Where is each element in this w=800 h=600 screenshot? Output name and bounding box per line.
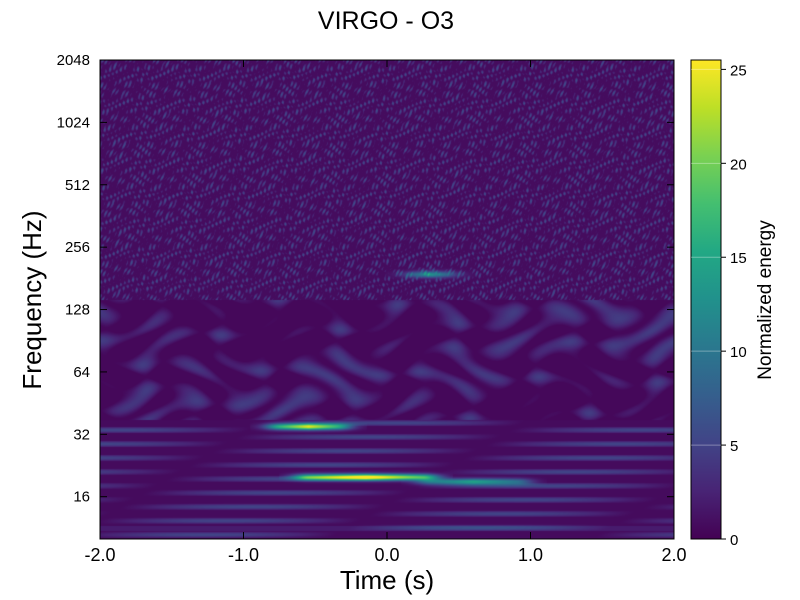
colorbar-tick-label: 25 <box>730 62 747 79</box>
y-tick-label: 128 <box>65 302 90 319</box>
colorbar-ticks: 0 5 10 15 20 25 <box>691 62 747 549</box>
x-axis-ticks: -2.0 -1.0 0.0 1.0 2.0 <box>84 60 687 565</box>
x-tick-label: -1.0 <box>228 545 259 565</box>
x-tick-label: 2.0 <box>661 545 686 565</box>
chart-title: VIRGO - O3 <box>318 7 454 35</box>
x-tick-label: 1.0 <box>518 545 543 565</box>
colorbar-tick-label: 20 <box>730 156 747 173</box>
colorbar-tick-label: 0 <box>730 532 738 549</box>
y-tick-label: 16 <box>73 489 90 506</box>
y-axis-label: Frequency (Hz) <box>17 210 47 389</box>
colorbar-label: Normalized energy <box>755 220 776 380</box>
colorbar-tick-label: 5 <box>730 438 738 455</box>
y-tick-label: 2048 <box>57 52 90 69</box>
colorbar-scale <box>690 59 722 540</box>
plot-area <box>99 59 675 540</box>
y-tick-label: 64 <box>73 364 90 381</box>
y-tick-label: 512 <box>65 177 90 194</box>
x-tick-label: -2.0 <box>84 545 115 565</box>
y-tick-label: 32 <box>73 426 90 443</box>
y-tick-label: 256 <box>65 239 90 256</box>
y-axis-ticks: 16 32 64 128 256 512 1024 2048 <box>57 52 674 506</box>
colorbar: 0 5 10 15 20 25 Normalized energy <box>690 59 776 549</box>
y-tick-label: 1024 <box>57 114 90 131</box>
colorbar-tick-label: 15 <box>730 250 747 267</box>
x-tick-label: 0.0 <box>374 545 399 565</box>
x-axis-label: Time (s) <box>340 565 434 595</box>
colorbar-tick-label: 10 <box>730 344 747 361</box>
spectrogram-heatmap <box>100 60 674 539</box>
